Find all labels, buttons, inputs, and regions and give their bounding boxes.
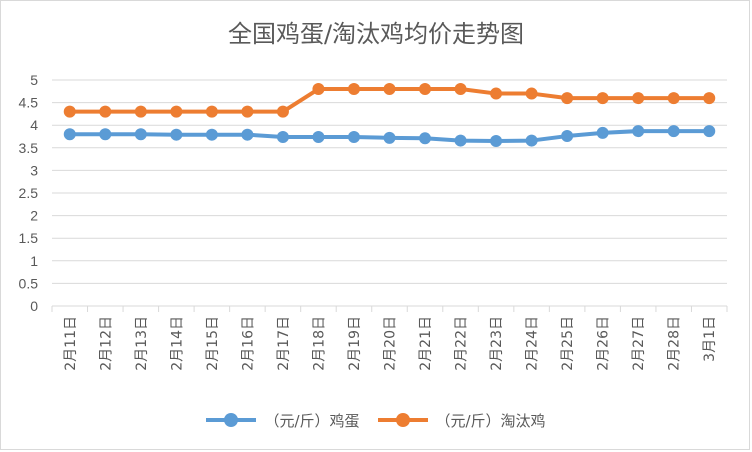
legend-swatch-egg	[206, 413, 257, 427]
data-point	[667, 125, 680, 138]
y-tick-label: 4	[30, 117, 38, 133]
legend-marker-egg	[224, 413, 239, 427]
x-tick-label: 2月19日	[347, 316, 363, 371]
x-tick-label: 2月12日	[98, 316, 114, 371]
x-tick-label: 2月24日	[525, 316, 541, 371]
data-point	[63, 105, 76, 118]
x-tick-label: 2月28日	[667, 316, 683, 371]
y-tick-label: 0.5	[19, 275, 39, 291]
data-point	[312, 83, 325, 96]
data-point	[596, 126, 609, 139]
data-point	[454, 134, 467, 147]
y-tick-label: 2.5	[19, 185, 39, 201]
data-point	[490, 87, 503, 100]
legend-item-culled-chicken: （元/斤）淘汰鸡	[377, 410, 546, 431]
x-tick-label: 2月22日	[454, 316, 470, 371]
data-point	[703, 92, 716, 105]
data-point	[205, 105, 218, 118]
data-point	[561, 92, 574, 105]
legend-swatch-culled-chicken	[377, 413, 428, 427]
x-tick-label: 2月21日	[418, 316, 434, 371]
legend-item-egg: （元/斤）鸡蛋	[206, 410, 360, 431]
x-tick-label: 2月18日	[311, 316, 327, 371]
data-point	[170, 105, 183, 118]
x-tick-label: 2月27日	[631, 316, 647, 371]
data-point	[276, 105, 289, 118]
x-tick-label: 2月20日	[383, 316, 399, 371]
grid-lines	[51, 79, 728, 312]
legend: （元/斤）鸡蛋 （元/斤）淘汰鸡	[0, 407, 752, 433]
x-tick-label: 2月15日	[205, 316, 221, 371]
data-point	[63, 128, 76, 141]
data-point	[525, 87, 538, 100]
x-tick-label: 2月13日	[134, 316, 150, 371]
legend-label-egg: （元/斤）鸡蛋	[264, 411, 360, 430]
data-point	[490, 135, 503, 148]
data-point	[454, 83, 467, 96]
data-point	[383, 131, 396, 144]
x-tick-label: 2月25日	[560, 316, 576, 371]
data-point	[703, 125, 716, 138]
data-point	[632, 125, 645, 138]
y-tick-label: 1.5	[19, 230, 39, 246]
x-tick-label: 2月26日	[596, 316, 612, 371]
data-point	[99, 128, 112, 141]
chart-title: 全国鸡蛋/淘汰鸡均价走势图	[227, 20, 525, 48]
data-point	[347, 130, 360, 143]
data-point	[419, 132, 432, 145]
legend-marker-culled-chicken	[395, 413, 410, 427]
legend-label-culled-chicken: （元/斤）淘汰鸡	[435, 411, 546, 430]
y-tick-label: 4.5	[19, 95, 39, 111]
data-point	[99, 105, 112, 118]
y-tick-label: 3	[30, 162, 38, 178]
data-point	[170, 128, 183, 141]
x-tick-label: 3月1日	[702, 316, 718, 362]
data-point	[241, 128, 254, 141]
data-point	[596, 92, 609, 105]
x-tick-label: 2月14日	[169, 316, 185, 371]
data-point	[347, 83, 360, 96]
data-point	[241, 105, 254, 118]
data-point	[312, 130, 325, 143]
y-axis-ticks: 0 0.5 1 1.5 2 2.5 3 3.5 4 4.5 5	[19, 72, 39, 314]
data-point	[561, 130, 574, 143]
x-tick-label: 2月16日	[240, 316, 256, 371]
x-tick-label: 2月11日	[63, 316, 79, 371]
y-tick-label: 2	[30, 208, 38, 224]
data-point	[525, 134, 538, 147]
y-tick-label: 1	[30, 253, 38, 269]
y-tick-label: 0	[30, 298, 38, 314]
data-point	[134, 128, 147, 141]
data-point	[632, 92, 645, 105]
x-tick-label: 2月17日	[276, 316, 292, 371]
data-point	[276, 130, 289, 143]
series-lines	[63, 83, 716, 148]
data-point	[383, 83, 396, 96]
y-tick-label: 5	[30, 72, 38, 88]
data-point	[205, 128, 218, 141]
x-axis-ticks: 2月11日 2月12日 2月13日 2月14日 2月15日 2月16日 2月17日 2月18日…	[63, 316, 718, 371]
data-point	[134, 105, 147, 118]
data-point	[419, 83, 432, 96]
y-tick-label: 3.5	[19, 140, 39, 156]
data-point	[667, 92, 680, 105]
x-tick-label: 2月23日	[489, 316, 505, 371]
